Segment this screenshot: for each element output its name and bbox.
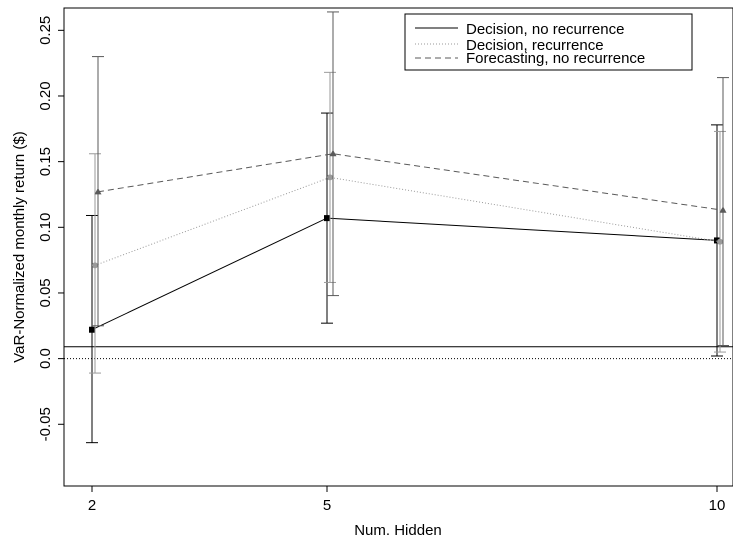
series-line [91,217,718,331]
y-tick-label: 0.25 [37,16,54,45]
x-tick-label: 10 [709,497,726,514]
data-point [329,149,337,157]
legend: Decision, no recurrence Decision, recurr… [404,13,693,71]
legend-label-forecasting-no-recurrence: Forecasting, no recurrence [466,50,645,67]
series-line [97,153,724,211]
y-axis-title: VaR-Normalized monthly return ($) [11,131,28,362]
data-point [717,238,723,245]
y-tick-label: 0.05 [37,278,54,307]
series-2 [92,11,729,346]
data-point [719,206,727,213]
legend-label-decision-recurrence: Decision, recurrence [466,37,604,54]
y-tick-label: 0.0 [37,348,54,369]
legend-box [404,13,693,71]
y-tick-label: 0.20 [37,81,54,110]
y-axis: -0.05 0.0 0.05 0.10 0.15 0.20 0.25 [37,16,64,441]
series-1 [89,71,726,374]
y-tick-label: -0.05 [37,407,54,441]
data-point [714,237,720,244]
data-point [89,326,95,333]
data-point [327,174,333,181]
x-tick-label: 2 [88,497,96,514]
data-point [94,187,102,195]
legend-label-decision-no-recurrence: Decision, no recurrence [466,21,624,38]
series-0 [86,112,723,444]
y-tick-label: 0.15 [37,147,54,176]
reference-lines [64,346,733,360]
series-layer [86,11,729,444]
x-tick-label: 5 [323,497,331,514]
y-tick-label: 0.10 [37,213,54,242]
series-line [94,176,721,266]
data-point [92,262,98,269]
x-axis: 2 5 10 [88,486,726,514]
x-axis-title: Num. Hidden [354,522,442,539]
plot-frame [63,7,733,487]
data-point [324,215,330,222]
